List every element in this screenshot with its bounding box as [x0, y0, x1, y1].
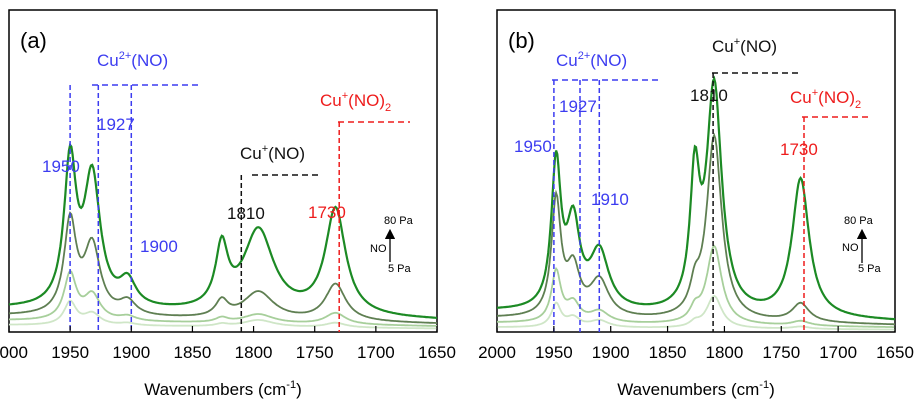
x-tick-label-1900: 1900	[592, 343, 630, 362]
spectrum-line-4	[8, 142, 438, 319]
x-tick-label-1750: 1750	[762, 343, 800, 362]
pressure-bottom: 5 Pa	[388, 263, 412, 275]
pressure-top: 80 Pa	[844, 215, 874, 227]
peak-label-1730: 1730	[308, 203, 346, 222]
spectrum-line-3	[497, 132, 895, 326]
x-tick-label-1700: 1700	[819, 343, 857, 362]
x-tick-label-1850: 1850	[649, 343, 687, 362]
x-axis-ticks: 2000 1950 1900 1850 1800 1750 1700 1650	[478, 326, 914, 362]
x-tick-label-1650: 1650	[876, 343, 914, 362]
x-tick-label-1750: 1750	[296, 343, 334, 362]
panel-b: (b) Cu2+(NO) 1950 1927 1910 Cu+(NO) 1810…	[478, 9, 914, 399]
spectrum-line-2	[9, 269, 437, 327]
panel-label: (a)	[20, 28, 47, 53]
peak-label-1950: 1950	[514, 137, 552, 156]
peak-label-1927: 1927	[559, 97, 597, 116]
peak-marker-lines	[69, 85, 340, 332]
x-tick-label-1900: 1900	[112, 343, 150, 362]
cu2-annotation: Cu2+(NO)	[97, 50, 168, 70]
pressure-label: NO	[842, 242, 859, 254]
spectrum-line-1	[8, 299, 437, 330]
x-tick-label-1950: 1950	[51, 343, 89, 362]
plot-frame	[8, 9, 438, 333]
x-axis-ticks: 2000 1950 1900 1850 1800 1750 1700 1650	[0, 326, 456, 362]
cu2n-annotation: Cu+(NO)2	[790, 87, 861, 111]
peak-label-1950: 1950	[42, 157, 80, 176]
plot-frame	[496, 9, 896, 333]
cu2-annotation: Cu2+(NO)	[556, 50, 627, 70]
panel-a: (a) Cu2+(NO) 1950 1927 1900 Cu+(NO) 1810…	[0, 9, 456, 399]
spectra-group	[8, 142, 438, 330]
pressure-label: NO	[370, 243, 387, 255]
x-tick-label-2000: 2000	[0, 343, 28, 362]
cu-annotation: Cu+(NO)	[712, 36, 777, 56]
pressure-top: 80 Pa	[384, 215, 414, 227]
spectrum-line-1	[497, 294, 895, 331]
x-tick-label-1950: 1950	[535, 343, 573, 362]
x-tick-label-1850: 1850	[174, 343, 212, 362]
spectrum-line-2	[497, 244, 895, 328]
peak-label-1910: 1910	[591, 190, 629, 209]
x-tick-label-1700: 1700	[357, 343, 395, 362]
x-tick-label-1800: 1800	[235, 343, 273, 362]
peak-label-1810: 1810	[690, 86, 728, 105]
x-tick-label-1800: 1800	[706, 343, 744, 362]
spectra-group	[497, 75, 896, 331]
cu-annotation: Cu+(NO)	[240, 143, 305, 163]
peak-label-1900: 1900	[140, 237, 178, 256]
cu2n-annotation: Cu+(NO)2	[320, 90, 391, 114]
x-tick-label-1650: 1650	[418, 343, 456, 362]
pressure-bottom: 5 Pa	[858, 263, 882, 275]
peak-label-1810: 1810	[227, 204, 265, 223]
x-tick-label-2000: 2000	[478, 343, 516, 362]
spectrum-line-3	[9, 211, 437, 324]
peak-marker-lines	[553, 73, 805, 332]
peak-label-1730: 1730	[780, 140, 818, 159]
spectrum-line-4	[497, 75, 896, 321]
panel-label: (b)	[508, 28, 535, 53]
x-axis-label: Wavenumbers (cm-1)	[144, 379, 301, 399]
peak-label-1927: 1927	[97, 115, 135, 134]
x-axis-label: Wavenumbers (cm-1)	[617, 379, 774, 399]
